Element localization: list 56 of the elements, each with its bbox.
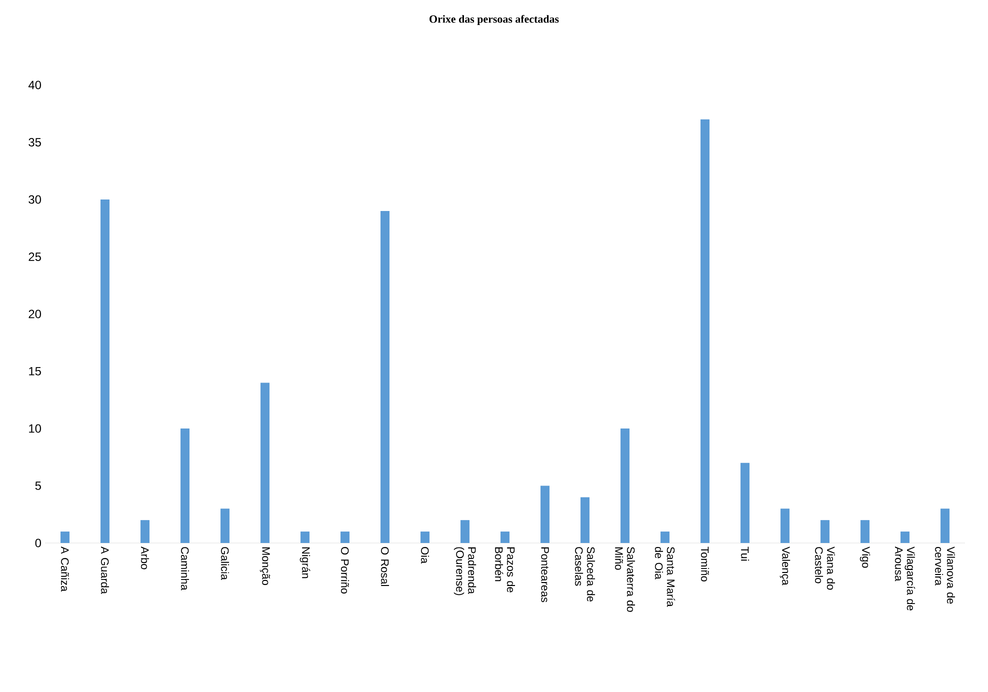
x-tick-label: Vilagarcía de Arousa (894, 546, 916, 610)
x-tick-label: Viana do Castelo (815, 546, 836, 590)
x-tick-label: Pazos de Borbén (495, 547, 516, 592)
y-tick-label: 35 (28, 138, 41, 146)
x-tick-label: Tui (740, 546, 750, 561)
x-tick-label: Salceda de Caselas (575, 547, 596, 602)
x-tick-label: Vilanova de cerveira (935, 546, 956, 604)
bar (500, 532, 510, 543)
bar (620, 428, 630, 543)
y-tick-label: 0 (35, 538, 42, 548)
bar (860, 520, 870, 543)
x-tick-label: Padrenda (Ourense) (454, 547, 476, 596)
x-tick-label: Tomiño (700, 546, 710, 582)
bar (940, 508, 950, 543)
y-tick-label: 25 (28, 252, 41, 261)
bar (300, 532, 310, 543)
bar (740, 462, 750, 543)
chart-title: Orixe das persoas afectadas (430, 14, 559, 26)
x-tick-label: Galicia (220, 547, 230, 580)
x-tick-label: O Rosal (380, 547, 390, 586)
bar (420, 532, 430, 543)
x-tick-label: Monção (260, 547, 270, 586)
bar (700, 119, 710, 543)
bar (900, 532, 910, 543)
y-tick-label: 15 (29, 367, 41, 376)
x-tick-label: Salvaterra do Miño (615, 547, 636, 612)
y-tick-label: 40 (28, 80, 42, 90)
bar (380, 210, 390, 543)
bar (540, 486, 550, 543)
x-tick-label: Oia (420, 547, 430, 564)
bar (460, 520, 470, 543)
bar (180, 428, 190, 543)
x-tick-label: O Porriño (340, 547, 350, 594)
bar (580, 497, 590, 543)
x-tick-label: A Cañiza (60, 546, 70, 592)
bar (220, 508, 230, 543)
bar (340, 532, 350, 543)
y-tick-label: 5 (35, 482, 41, 490)
bar (780, 508, 790, 543)
bar (140, 520, 150, 543)
bar (820, 520, 830, 543)
bar (660, 532, 670, 543)
bar (100, 199, 110, 543)
bar (260, 382, 270, 543)
bar (60, 532, 70, 543)
x-tick-label: Santa María de Oia (654, 546, 676, 607)
x-tick-label: Nigrán (300, 547, 310, 578)
x-tick-label: Vigo (860, 546, 870, 568)
x-tick-label: Valença (780, 546, 790, 586)
y-tick-label: 10 (29, 424, 42, 433)
x-tick-label: Ponteareas (541, 547, 549, 602)
y-tick-label: 30 (28, 195, 42, 204)
y-tick-label: 20 (28, 310, 42, 318)
x-tick-label: A Guarda (100, 546, 110, 594)
x-tick-label: Caminha (180, 547, 190, 590)
x-tick-label: Arbo (140, 546, 150, 570)
